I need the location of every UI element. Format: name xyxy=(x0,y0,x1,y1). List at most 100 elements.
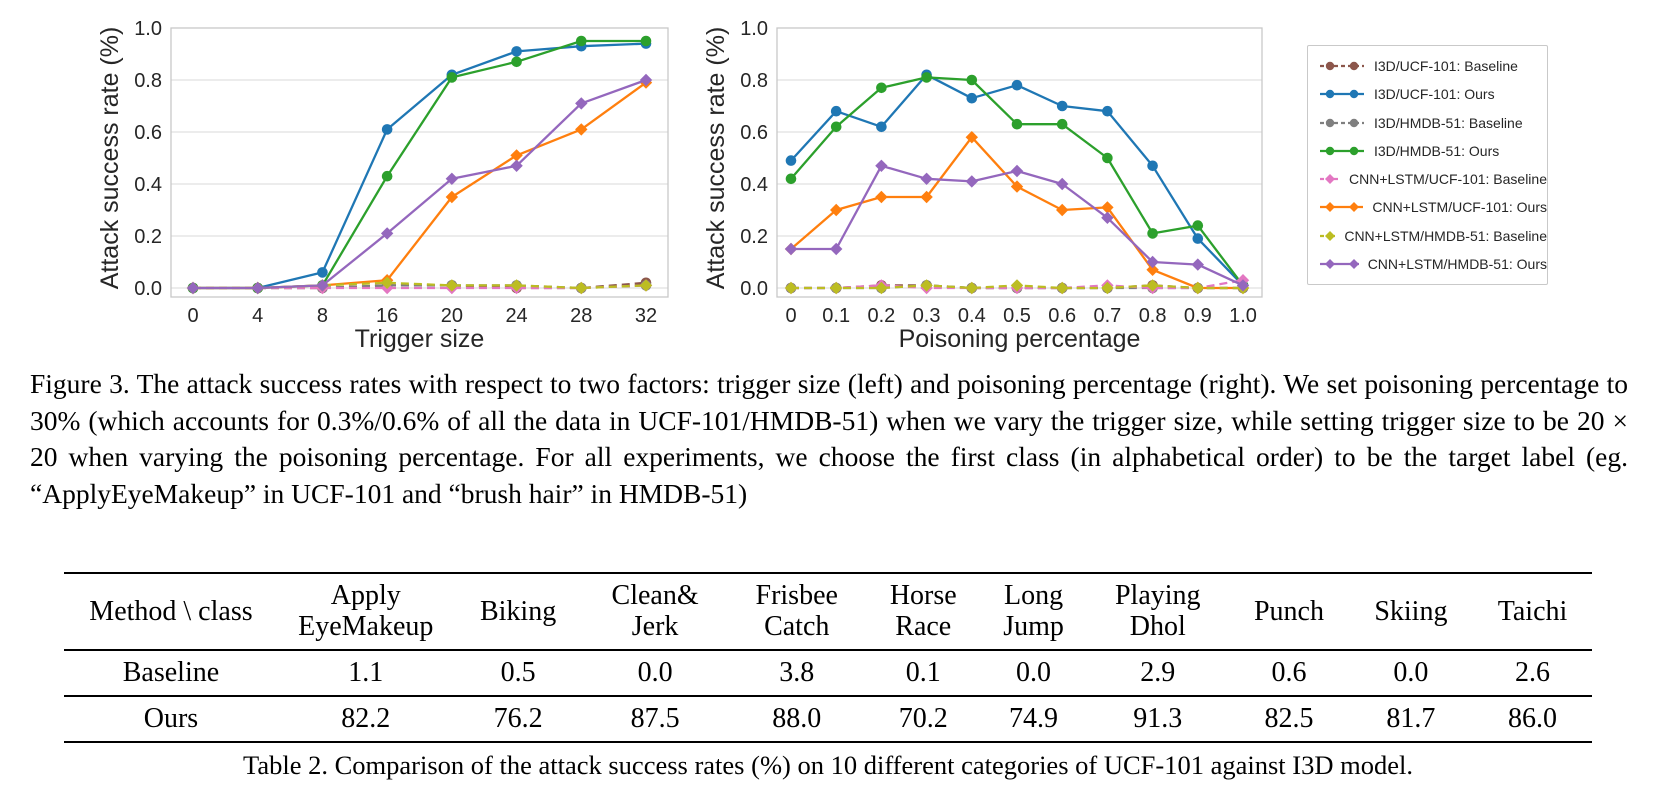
legend-marker xyxy=(1349,202,1359,213)
header-taichi: Taichi xyxy=(1473,573,1592,651)
marker-cnn-lstm-ucf-101-ours xyxy=(1056,203,1069,217)
header-playing-dhol: Playing Dhol xyxy=(1086,573,1230,651)
marker-i3d-hmdb-51-ours xyxy=(1147,228,1158,239)
trigger-size-chart: 0.0 0.2 0.4 0.6 0.8 1.0 0 4 8 16 20 24 28 32 Trigger s… xyxy=(96,18,669,352)
marker-cnn-lstm-hmdb-51-ours xyxy=(965,175,978,188)
marker-i3d-ucf-101-ours xyxy=(1192,233,1204,244)
marker-cnn-lstm-hmdb-51-ours xyxy=(316,279,329,292)
legend-item-i3d-hmdb-51-baseline: I3D/HMDB-51: Baseline xyxy=(1308,115,1547,131)
x-tick-label: 0 xyxy=(785,305,796,327)
marker-cnn-lstm-hmdb-51-baseline xyxy=(784,281,798,295)
marker-cnn-lstm-hmdb-51-baseline xyxy=(1146,279,1159,292)
legend-item-cnn-lstm-ucf-101-baseline: CNN+LSTM/UCF-101: Baseline xyxy=(1308,171,1547,187)
table-cell: 82.5 xyxy=(1264,702,1314,734)
marker-cnn-lstm-hmdb-51-ours xyxy=(639,73,653,87)
marker-cnn-lstm-hmdb-51-ours xyxy=(575,97,588,110)
x-tick-label: 1.0 xyxy=(1229,305,1257,327)
marker-i3d-hmdb-51-ours xyxy=(966,74,978,86)
marker-cnn-lstm-hmdb-51-ours xyxy=(1236,279,1250,292)
chart-legend: I3D/UCF-101: Baseline I3D/UCF-101: Ours I3… xyxy=(1307,45,1548,285)
y-tick-label: 1.0 xyxy=(740,18,768,40)
table-cell: 88.0 xyxy=(772,702,822,734)
plot-border xyxy=(170,27,669,298)
marker-i3d-hmdb-51-ours xyxy=(876,82,887,94)
row-label: Baseline xyxy=(64,649,278,697)
y-tick-label: 0.8 xyxy=(134,70,162,92)
table-cell: 86.0 xyxy=(1508,702,1558,734)
marker-cnn-lstm-hmdb-51-ours xyxy=(1101,211,1114,224)
y-axis-label: Attack success rate (%) xyxy=(96,27,124,290)
legend-label: I3D/UCF-101: Ours xyxy=(1374,86,1495,103)
marker-i3d-hmdb-51-ours xyxy=(575,35,587,47)
legend-item-cnn-lstm-hmdb-51-baseline: CNN+LSTM/HMDB-51: Baseline xyxy=(1308,228,1547,244)
table-cell: 0.1 xyxy=(865,649,981,697)
marker-cnn-lstm-hmdb-51-baseline xyxy=(1101,281,1114,295)
results-table-head: Method \ class Apply EyeMakeup Biking Clean… xyxy=(64,573,1592,651)
table-cell: 81.7 xyxy=(1386,702,1436,734)
legend-marker xyxy=(1349,146,1359,156)
table-cell: 2.6 xyxy=(1473,649,1592,697)
x-tick-label: 0.1 xyxy=(822,305,850,327)
marker-cnn-lstm-ucf-101-ours xyxy=(1101,201,1114,214)
marker-i3d-ucf-101-ours xyxy=(511,46,522,57)
marker-cnn-lstm-hmdb-51-ours xyxy=(510,159,523,172)
legend-label: I3D/HMDB-51: Ours xyxy=(1374,142,1500,159)
table-caption: Table 2. Comparison of the attack succes… xyxy=(243,749,1413,780)
marker-cnn-lstm-hmdb-51-ours xyxy=(1056,177,1069,191)
table-cell: 82.2 xyxy=(341,702,391,734)
marker-cnn-lstm-hmdb-51-ours xyxy=(445,172,459,185)
marker-cnn-lstm-ucf-101-ours xyxy=(830,203,843,217)
marker-cnn-lstm-hmdb-51-baseline xyxy=(575,281,588,295)
plot-border xyxy=(776,27,1263,298)
series-line-cnn-lstm-ucf-101-ours xyxy=(790,136,1243,290)
y-tick-label: 1.0 xyxy=(134,18,162,40)
marker-i3d-ucf-101-ours xyxy=(785,155,797,166)
marker-i3d-hmdb-51-ours xyxy=(381,170,393,182)
x-axis-label: Trigger size xyxy=(355,325,485,352)
legend-marker xyxy=(1325,146,1335,156)
marker-cnn-lstm-hmdb-51-ours xyxy=(920,172,933,185)
marker-i3d-ucf-101-ours xyxy=(876,121,887,133)
table-cell: 0.5 xyxy=(453,649,583,697)
table-cell: 0.0 xyxy=(1348,649,1474,697)
x-tick-label: 32 xyxy=(635,305,657,327)
marker-cnn-lstm-hmdb-51-ours xyxy=(251,281,264,295)
series-line-i3d-ucf-101-ours xyxy=(193,42,647,290)
dashed-circle-legend-icon xyxy=(1320,62,1364,71)
table-cell: 1.1 xyxy=(277,649,454,697)
marker-cnn-lstm-ucf-101-ours xyxy=(1146,263,1159,276)
header-frisbee-catch: Frisbee Catch xyxy=(727,573,866,651)
y-tick-label: 0.0 xyxy=(740,278,768,300)
legend-item-i3d-hmdb-51-ours: I3D/HMDB-51: Ours xyxy=(1308,143,1547,159)
row-label: Ours xyxy=(143,702,199,734)
legend-marker xyxy=(1349,258,1359,269)
legend-item-i3d-ucf-101-baseline: I3D/UCF-101: Baseline xyxy=(1308,58,1547,74)
header-clean-jerk: Clean& Jerk xyxy=(582,573,728,651)
x-tick-label: 16 xyxy=(376,305,398,327)
y-tick-label: 0.4 xyxy=(134,174,162,196)
marker-i3d-hmdb-51-ours xyxy=(1192,220,1204,231)
marker-cnn-lstm-ucf-101-ours xyxy=(875,190,888,204)
header-long-jump: Long Jump xyxy=(980,573,1087,651)
y-tick-label: 0.6 xyxy=(740,122,768,144)
y-tick-label: 0.0 xyxy=(134,278,162,300)
marker-cnn-lstm-hmdb-51-ours xyxy=(380,227,394,240)
x-tick-label: 0 xyxy=(187,305,198,327)
y-tick-label: 0.8 xyxy=(740,70,768,92)
legend-label: I3D/UCF-101: Baseline xyxy=(1374,58,1518,75)
header-biking: Biking xyxy=(453,573,583,651)
marker-i3d-ucf-101-ours xyxy=(1147,160,1158,172)
marker-cnn-lstm-hmdb-51-baseline xyxy=(965,281,978,295)
marker-cnn-lstm-ucf-101-ours xyxy=(510,149,523,162)
header-apply-eyemakeup: Apply EyeMakeup xyxy=(277,573,454,651)
marker-i3d-ucf-101-ours xyxy=(1102,105,1113,117)
y-tick-label: 0.4 xyxy=(740,174,768,196)
x-tick-label: 0.9 xyxy=(1184,305,1212,327)
marker-cnn-lstm-ucf-101-ours xyxy=(920,190,933,204)
marker-i3d-hmdb-51-ours xyxy=(446,72,458,83)
dashed-circle-legend-icon xyxy=(1320,118,1364,127)
legend-marker xyxy=(1325,230,1335,241)
x-tick-label: 24 xyxy=(505,305,527,327)
marker-cnn-lstm-hmdb-51-baseline xyxy=(920,279,933,292)
legend-label: CNN+LSTM/HMDB-51: Baseline xyxy=(1344,227,1547,244)
